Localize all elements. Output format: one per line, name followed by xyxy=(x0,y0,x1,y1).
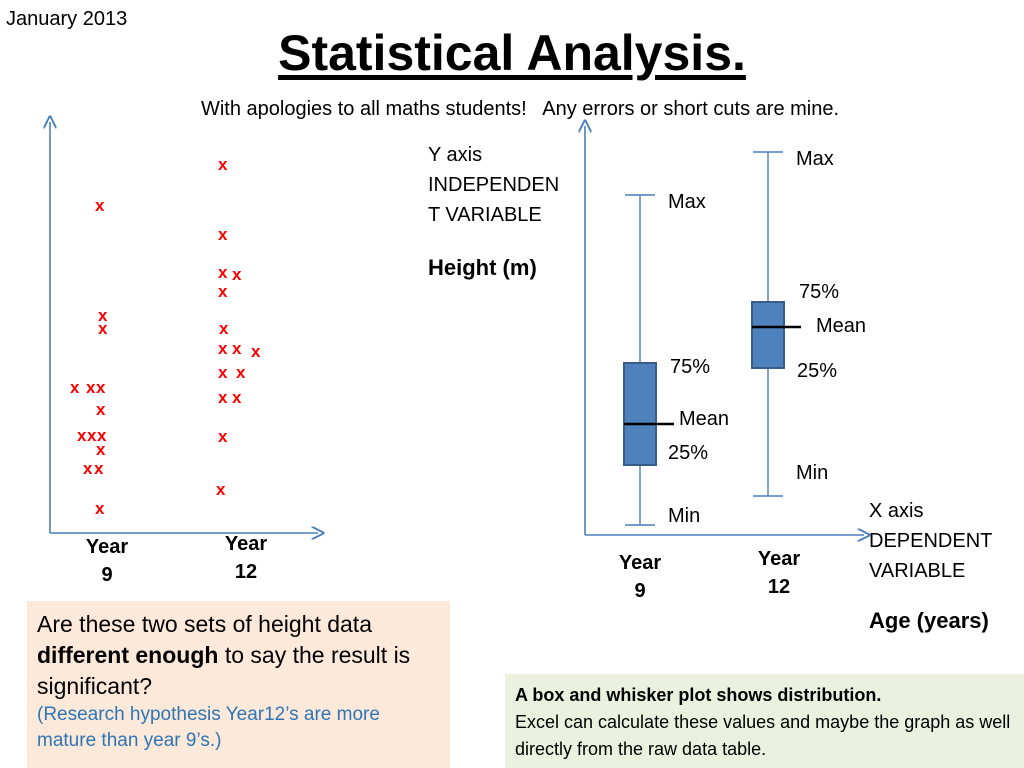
y-axis-note: Y axis INDEPENDEN T VARIABLE xyxy=(428,140,578,230)
year-word: Year xyxy=(224,533,268,555)
info-heading: A box and whisker plot shows distributio… xyxy=(515,685,882,705)
data-mark: x xyxy=(98,306,108,325)
year12-q1-label: 25% xyxy=(797,360,838,382)
data-mark: x xyxy=(219,319,229,338)
data-mark: x xyxy=(96,400,106,419)
data-mark: x xyxy=(232,265,242,284)
x-axis-line3: VARIABLE xyxy=(869,560,966,582)
year-number: 9 xyxy=(101,564,113,586)
year9-marks: x x x x x x x x x x x x x x xyxy=(70,196,108,518)
data-mark: x xyxy=(218,155,228,174)
year-number: 12 xyxy=(767,576,791,598)
boxplot-year12-label: Year 12 xyxy=(744,545,814,601)
year9-q1-label: 25% xyxy=(668,442,709,464)
data-mark: x xyxy=(218,225,228,244)
data-mark: x xyxy=(236,363,246,382)
age-label: Age (years) xyxy=(869,608,989,633)
question-part-a: Are these two sets of height data xyxy=(37,611,372,637)
data-mark: x xyxy=(95,499,105,518)
year12-mean-label: Mean xyxy=(816,315,867,337)
page-title: Statistical Analysis. xyxy=(278,25,746,81)
question-box: Are these two sets of height data differ… xyxy=(27,601,450,768)
year9-max-label: Max xyxy=(668,191,706,213)
data-mark: x xyxy=(86,378,96,397)
data-mark: x xyxy=(218,388,228,407)
iqr-box xyxy=(751,301,785,369)
data-mark: x xyxy=(232,339,242,358)
info-box: A box and whisker plot shows distributio… xyxy=(505,674,1024,768)
data-mark: x xyxy=(218,363,228,382)
year9-min-label: Min xyxy=(668,505,701,527)
dotplot-year9-label: Year 9 xyxy=(72,533,142,589)
year-number: 9 xyxy=(634,580,646,602)
data-mark: x xyxy=(77,426,87,445)
year12-max-label: Max xyxy=(796,148,834,170)
question-text: Are these two sets of height data differ… xyxy=(37,609,440,702)
height-label: Height (m) xyxy=(428,255,537,280)
data-mark: x xyxy=(218,282,228,301)
data-mark: x xyxy=(218,427,228,446)
year-word: Year xyxy=(618,552,662,574)
x-axis-line1: X axis xyxy=(869,500,924,522)
data-mark: x xyxy=(218,339,228,358)
x-axis-line2: DEPENDENT xyxy=(869,530,993,552)
data-mark: x xyxy=(98,319,108,338)
date-label: January 2013 xyxy=(6,8,128,30)
data-mark: x xyxy=(87,426,97,445)
data-mark: x xyxy=(232,388,242,407)
y-axis-line3: T VARIABLE xyxy=(428,204,542,226)
year9-boxplot xyxy=(623,194,674,526)
data-mark: x xyxy=(95,196,105,215)
data-mark: x xyxy=(97,426,107,445)
year-number: 12 xyxy=(234,561,258,583)
year12-boxplot xyxy=(751,151,801,497)
data-mark: x xyxy=(216,480,226,499)
year-word: Year xyxy=(85,536,129,558)
y-axis-line2: INDEPENDEN xyxy=(428,174,560,196)
y-axis-line1: Y axis xyxy=(428,144,483,166)
data-mark: x xyxy=(94,459,104,478)
data-mark: x xyxy=(70,378,80,397)
data-mark: x xyxy=(96,440,106,459)
year-word: Year xyxy=(757,548,801,570)
iqr-box xyxy=(623,362,657,466)
page-subtitle: With apologies to all maths students! An… xyxy=(200,98,840,120)
boxplot-year9-label: Year 9 xyxy=(605,549,675,605)
dotplot-year12-label: Year 12 xyxy=(211,530,281,586)
data-mark: x xyxy=(218,263,228,282)
info-text: Excel can calculate these values and may… xyxy=(515,712,1011,759)
data-mark: x xyxy=(96,378,106,397)
year9-q3-label: 75% xyxy=(670,356,711,378)
year12-min-label: Min xyxy=(796,462,829,484)
hypothesis-text: (Research hypothesis Year12’s are more m… xyxy=(37,704,380,751)
data-mark: x xyxy=(251,342,261,361)
question-emphasis: different enough xyxy=(37,642,219,668)
x-axis-note: X axis DEPENDENT VARIABLE xyxy=(869,496,1019,586)
data-mark: x xyxy=(83,459,93,478)
question-part-b: to say the result is significant? xyxy=(37,642,411,699)
year12-q3-label: 75% xyxy=(799,281,840,303)
year9-mean-label: Mean xyxy=(679,408,730,430)
year12-marks: x x x x x x x x x x x x x x x xyxy=(216,155,261,499)
